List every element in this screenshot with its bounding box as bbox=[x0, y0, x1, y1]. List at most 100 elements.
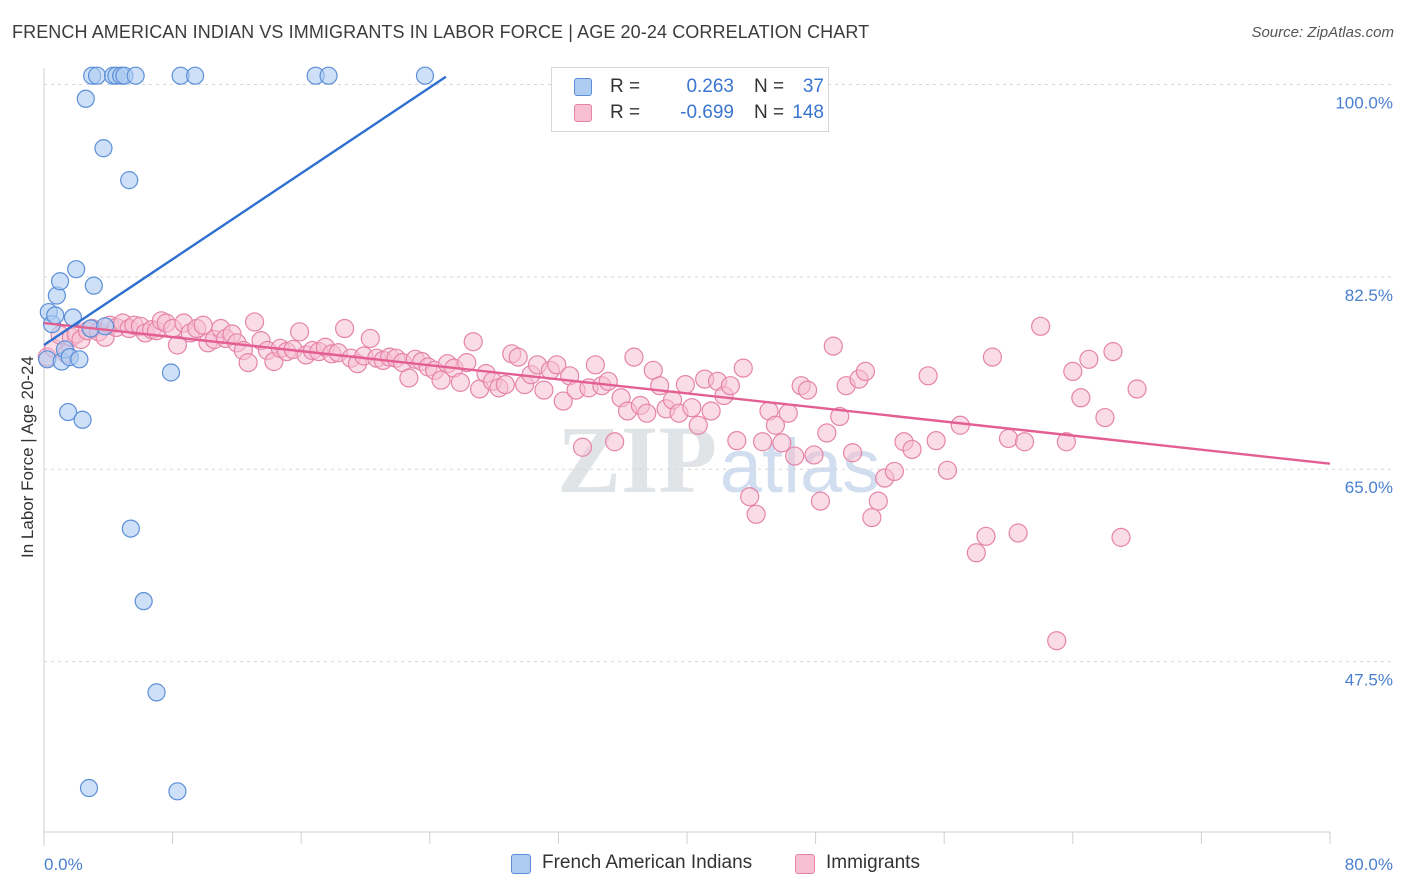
immigrants-point-87 bbox=[572, 437, 593, 457]
immigrants-point-117 bbox=[765, 415, 786, 435]
immigrants-point-111 bbox=[727, 431, 747, 451]
immigrants-point-126 bbox=[823, 336, 843, 356]
immigrants-point-131 bbox=[855, 361, 876, 382]
r-value: 0.263 bbox=[686, 76, 734, 97]
immigrants-point-68 bbox=[450, 372, 470, 392]
immigrants-point-70 bbox=[463, 332, 483, 352]
y-tick-label-3: 47.5% bbox=[1345, 671, 1393, 690]
x-tick-label-min: 0.0% bbox=[44, 855, 83, 874]
immigrants-point-149 bbox=[1047, 631, 1067, 651]
immigrants-point-156 bbox=[1111, 527, 1131, 547]
french-american-indians-point-30 bbox=[147, 683, 166, 702]
immigrants-point-123 bbox=[804, 445, 824, 465]
n-label: N = bbox=[754, 76, 785, 97]
immigrants-point-112 bbox=[733, 358, 753, 378]
immigrants-point-36 bbox=[244, 312, 265, 332]
french-american-indians-point-37 bbox=[415, 66, 435, 85]
series1-swatch bbox=[574, 78, 592, 96]
immigrants-point-146 bbox=[1008, 523, 1028, 543]
immigrants-point-152 bbox=[1071, 388, 1091, 408]
stats-legend: R = 0.263 N = 37 R = -0.699 N = 148 bbox=[551, 67, 829, 132]
y-tick-label-0: 100.0% bbox=[1335, 93, 1393, 112]
immigrants-point-119 bbox=[778, 403, 798, 423]
immigrants-point-145 bbox=[998, 428, 1019, 449]
immigrants-point-157 bbox=[1127, 379, 1147, 399]
immigrants-point-140 bbox=[937, 460, 958, 480]
french-american-indians-point-13 bbox=[73, 410, 92, 429]
immigrants-point-69 bbox=[457, 353, 477, 373]
french-american-indians-point-19 bbox=[87, 66, 107, 85]
french-american-indians-point-10 bbox=[63, 308, 83, 327]
french-american-indians-point-18 bbox=[84, 276, 103, 295]
r-label: R = bbox=[610, 102, 641, 123]
immigrants-point-65 bbox=[431, 370, 451, 390]
immigrants-point-110 bbox=[720, 376, 741, 396]
immigrants-point-60 bbox=[399, 368, 419, 388]
immigrants-point-137 bbox=[902, 439, 922, 460]
n-value: 37 bbox=[802, 76, 824, 97]
french-american-indians-point-14 bbox=[76, 89, 95, 108]
immigrants-point-115 bbox=[752, 432, 773, 452]
r-label: R = bbox=[610, 76, 641, 97]
immigrants-point-50 bbox=[335, 318, 355, 339]
immigrants-trend-line bbox=[43, 321, 1331, 465]
immigrants-point-84 bbox=[553, 391, 573, 411]
y-tick-label-1: 82.5% bbox=[1345, 286, 1393, 305]
french-american-indians-point-20 bbox=[94, 139, 113, 158]
immigrants-point-75 bbox=[495, 374, 515, 395]
trend-lines bbox=[43, 75, 1331, 465]
french-american-indians-point-29 bbox=[134, 592, 153, 611]
immigrants-point-127 bbox=[830, 406, 850, 427]
french-american-indians-point-3 bbox=[46, 306, 65, 325]
french-american-indians-point-11 bbox=[67, 260, 86, 279]
immigrants-point-133 bbox=[868, 491, 888, 511]
immigrants-point-77 bbox=[508, 347, 528, 367]
immigrants-point-120 bbox=[785, 446, 805, 466]
immigrants-point-132 bbox=[862, 508, 882, 528]
immigrants-point-35 bbox=[238, 353, 258, 373]
immigrants-point-107 bbox=[701, 401, 721, 421]
immigrants-point-118 bbox=[772, 433, 792, 453]
immigrants-point-139 bbox=[926, 431, 946, 451]
immigrants-point-103 bbox=[675, 374, 695, 395]
immigrants-point-23 bbox=[167, 335, 188, 355]
immigrants-point-122 bbox=[797, 380, 818, 400]
immigrants-point-153 bbox=[1079, 349, 1099, 369]
immigrants-point-104 bbox=[682, 398, 702, 418]
immigrants-point-91 bbox=[598, 371, 618, 391]
legend-label-immigrants: Immigrants bbox=[826, 852, 920, 873]
immigrants-point-150 bbox=[1056, 432, 1076, 452]
french-american-indians-point-21 bbox=[95, 317, 115, 336]
immigrants-point-97 bbox=[637, 403, 657, 423]
axes bbox=[43, 68, 1331, 846]
french-american-indians-point-5 bbox=[50, 272, 70, 291]
french-american-indians-point-34 bbox=[186, 66, 205, 85]
y-tick-label-2: 65.0% bbox=[1345, 478, 1393, 497]
immigrants-point-155 bbox=[1103, 342, 1123, 362]
x-tick-label-max: 80.0% bbox=[1345, 855, 1393, 874]
immigrants-point-142 bbox=[966, 543, 986, 563]
immigrants-point-141 bbox=[950, 415, 970, 435]
french-american-indians-trend-line bbox=[43, 75, 447, 347]
legend-swatch-immigrants bbox=[795, 854, 815, 874]
immigrants-point-83 bbox=[547, 355, 567, 375]
immigrants-point-143 bbox=[976, 526, 996, 546]
immigrants-point-144 bbox=[982, 347, 1003, 367]
immigrants-point-43 bbox=[289, 322, 310, 342]
y-tick-labels: 100.0% 82.5% 65.0% 47.5% bbox=[1335, 93, 1393, 689]
immigrants-point-129 bbox=[842, 443, 863, 463]
immigrants-point-151 bbox=[1063, 361, 1083, 382]
french-american-indians-point-32 bbox=[168, 782, 187, 801]
r-value: -0.699 bbox=[680, 102, 734, 123]
french-american-indians-point-26 bbox=[120, 171, 139, 190]
immigrants-point-105 bbox=[688, 415, 708, 435]
french-american-indians-point-31 bbox=[161, 363, 181, 382]
french-american-indians-points bbox=[38, 66, 435, 801]
y-axis-label: In Labor Force | Age 20-24 bbox=[18, 356, 37, 558]
french-american-indians-point-12 bbox=[70, 350, 89, 369]
french-american-indians-point-15 bbox=[79, 778, 99, 798]
n-value: 148 bbox=[792, 102, 824, 123]
french-american-indians-point-27 bbox=[121, 519, 140, 538]
french-american-indians-point-36 bbox=[319, 66, 338, 85]
